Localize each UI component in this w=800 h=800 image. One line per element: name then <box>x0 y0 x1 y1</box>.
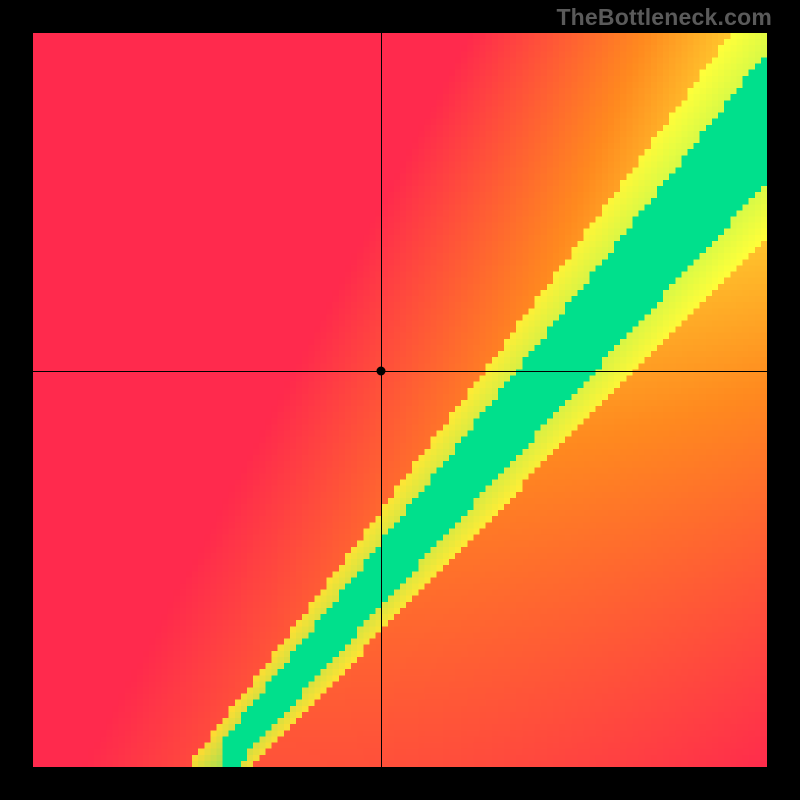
crosshair-vertical <box>381 33 382 767</box>
crosshair-horizontal <box>33 371 767 372</box>
stage: TheBottleneck.com <box>0 0 800 800</box>
crosshair-marker <box>376 367 385 376</box>
bottleneck-heatmap <box>33 33 767 767</box>
watermark-text: TheBottleneck.com <box>556 4 772 31</box>
